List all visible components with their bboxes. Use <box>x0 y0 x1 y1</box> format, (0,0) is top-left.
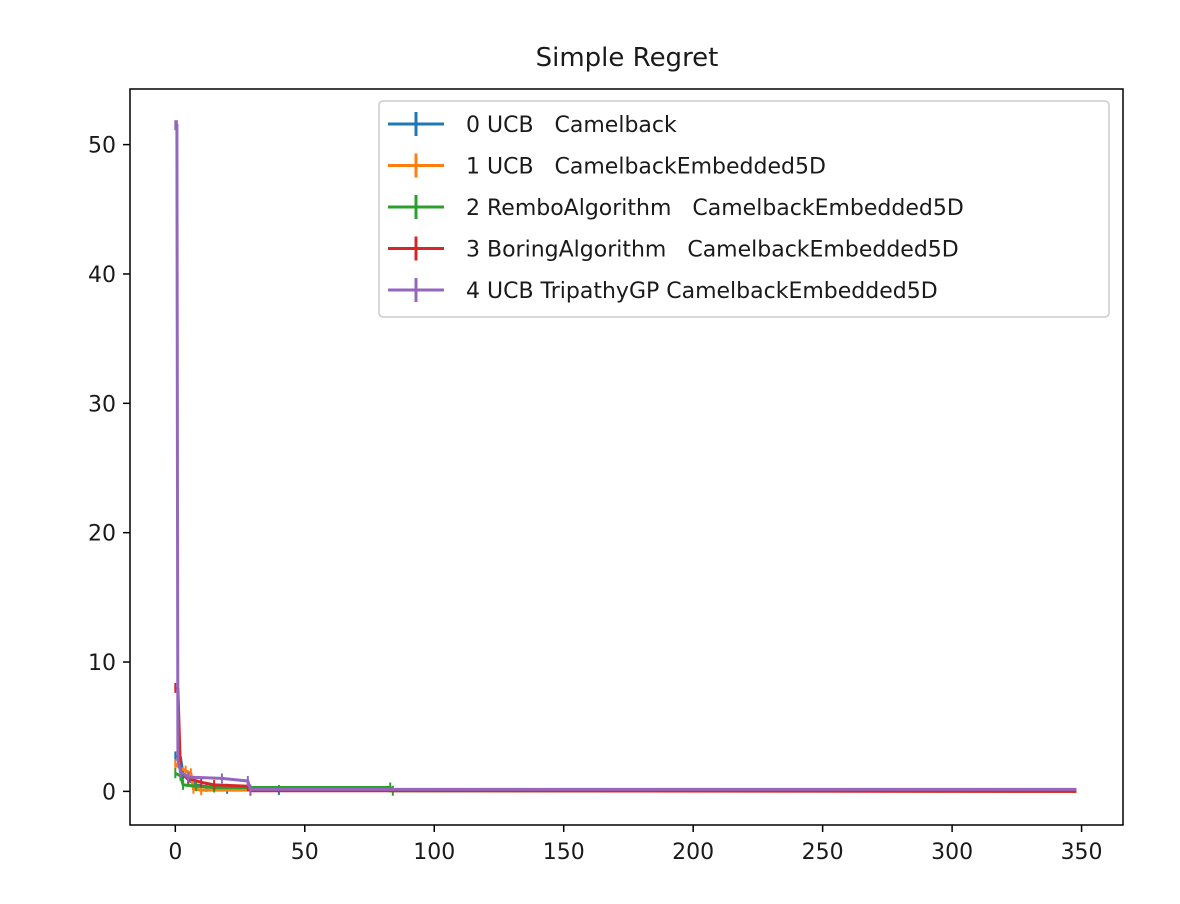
chart-title: Simple Regret <box>536 43 719 73</box>
series-layer <box>174 120 1077 796</box>
legend-box <box>378 100 1110 318</box>
x-tick-label: 150 <box>543 840 585 865</box>
legend-label-3: 3 BoringAlgorithm CamelbackEmbedded5D <box>466 238 959 263</box>
y-tick-label: 0 <box>102 780 116 805</box>
legend-label-1: 1 UCB CamelbackEmbedded5D <box>466 155 826 180</box>
series-line-0 <box>174 754 1077 793</box>
x-tick-label: 350 <box>1061 840 1103 865</box>
y-tick-label: 10 <box>88 651 116 676</box>
x-axis-ticks: 0 50 100 150 200 250 300 350 <box>168 825 1103 865</box>
x-tick-label: 0 <box>168 840 182 865</box>
series-line-3 <box>174 686 1077 793</box>
x-tick-label: 250 <box>802 840 844 865</box>
legend-label-0: 0 UCB Camelback <box>466 113 677 138</box>
y-tick-label: 40 <box>88 263 116 288</box>
plot-area-frame <box>129 88 1124 826</box>
legend-label-4: 4 UCB TripathyGP CamelbackEmbedded5D <box>466 279 938 304</box>
y-tick-label: 20 <box>88 522 116 547</box>
legend-label-2: 2 RemboAlgorithm CamelbackEmbedded5D <box>466 196 964 221</box>
y-tick-label: 30 <box>88 392 116 417</box>
x-tick-label: 100 <box>413 840 455 865</box>
x-tick-label: 200 <box>672 840 714 865</box>
x-tick-label: 300 <box>931 840 973 865</box>
legend: 0 UCB Camelback 1 UCB CamelbackEmbedded5D… <box>378 100 1110 318</box>
x-tick-label: 50 <box>291 840 319 865</box>
y-axis-ticks: 0 10 20 30 40 50 <box>88 134 130 805</box>
y-tick-label: 50 <box>88 134 116 159</box>
